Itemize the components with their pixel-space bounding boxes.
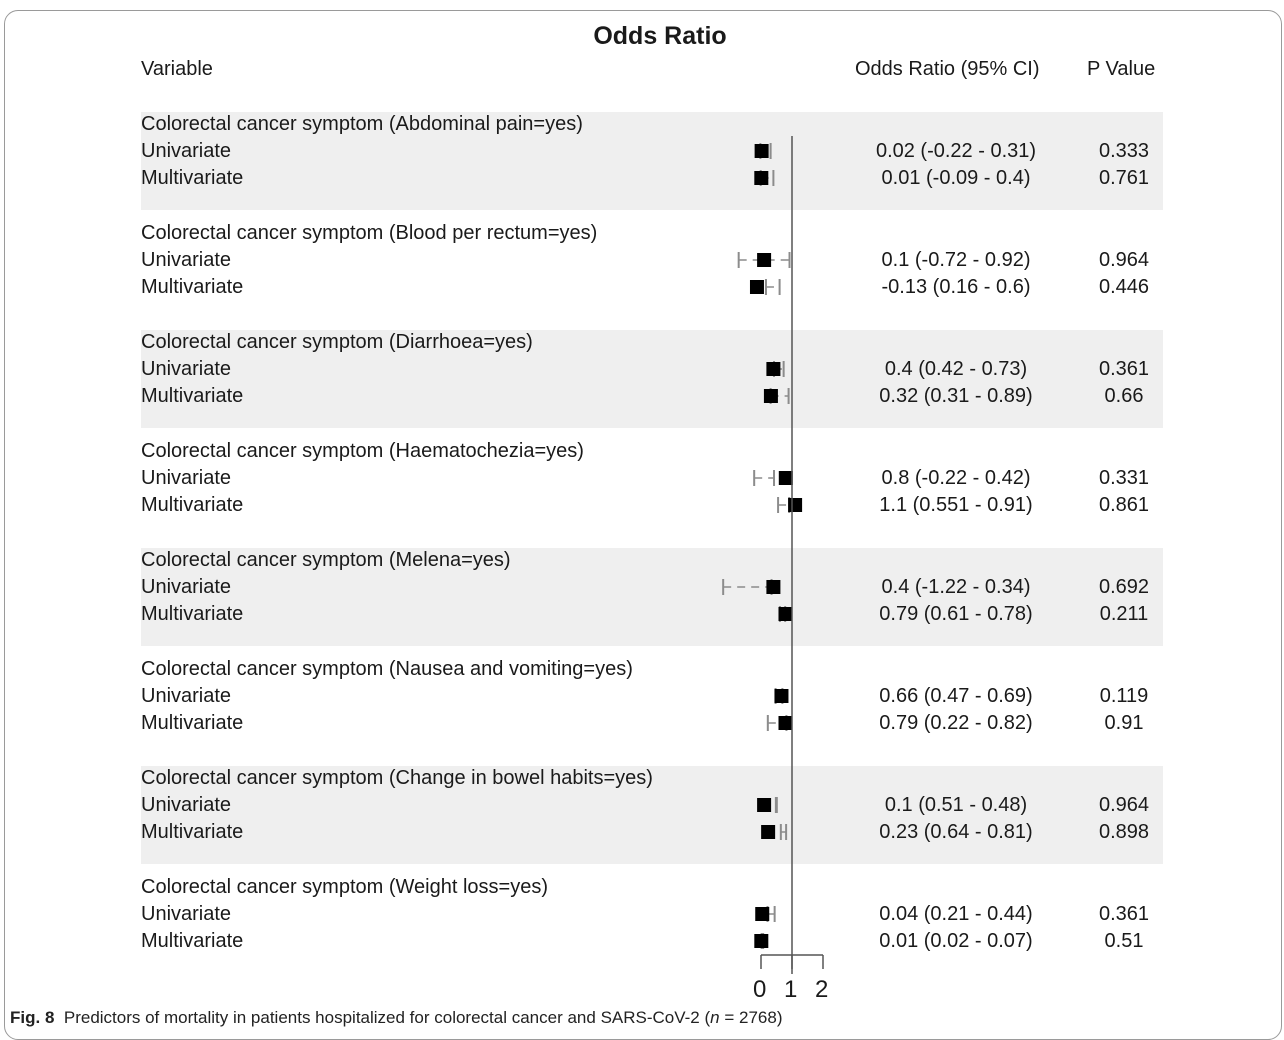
column-header-variable: Variable xyxy=(141,58,213,80)
x-tick-label: 0 xyxy=(753,976,767,1003)
point-estimate-marker xyxy=(778,607,793,621)
x-tick-label: 1 xyxy=(784,976,798,1003)
group-label: Colorectal cancer symptom (Haematochezia… xyxy=(141,440,584,462)
x-tick-label: 2 xyxy=(815,976,829,1003)
row-label: Multivariate xyxy=(141,167,244,189)
point-estimate-marker xyxy=(754,934,769,948)
group-band-shade xyxy=(141,112,1163,210)
point-estimate-marker xyxy=(774,689,789,703)
odds-ratio-ci-text: 1.1 (0.551 - 0.91) xyxy=(879,494,1033,516)
p-value-text: 0.119 xyxy=(1099,685,1149,707)
odds-ratio-ci-text: 0.4 (0.42 - 0.73) xyxy=(884,358,1028,380)
point-estimate-marker xyxy=(788,498,803,512)
caption-text-a: Predictors of mortality in patients hosp… xyxy=(63,1008,711,1027)
p-value-text: 0.66 xyxy=(1104,385,1144,407)
group-label: Colorectal cancer symptom (Nausea and vo… xyxy=(141,658,633,680)
p-value-text: 0.692 xyxy=(1098,576,1150,598)
point-estimate-marker xyxy=(754,171,769,185)
p-value-text: 0.333 xyxy=(1098,140,1150,162)
group-label: Colorectal cancer symptom (Change in bow… xyxy=(141,767,653,789)
row-label: Multivariate xyxy=(141,712,244,734)
row-label: Multivariate xyxy=(141,821,244,843)
row-label: Univariate xyxy=(141,685,232,707)
odds-ratio-ci-text: -0.13 (0.16 - 0.6) xyxy=(881,276,1031,298)
p-value-text: 0.91 xyxy=(1104,712,1144,734)
group-label: Colorectal cancer symptom (Abdominal pai… xyxy=(141,113,583,135)
row-label: Univariate xyxy=(141,249,232,271)
p-value-text: 0.861 xyxy=(1098,494,1150,516)
group-label: Colorectal cancer symptom (Melena=yes) xyxy=(141,549,511,571)
point-estimate-marker xyxy=(778,716,793,730)
group-band-shade xyxy=(141,766,1163,864)
point-estimate-marker xyxy=(778,471,793,485)
group-band-shade xyxy=(141,330,1163,428)
point-estimate-marker xyxy=(766,580,781,594)
row-label: Multivariate xyxy=(141,276,244,298)
odds-ratio-ci-text: 0.04 (0.21 - 0.44) xyxy=(879,903,1033,925)
column-header-p-value: P Value xyxy=(1087,58,1156,80)
p-value-text: 0.361 xyxy=(1098,358,1150,380)
p-value-text: 0.361 xyxy=(1098,903,1150,925)
p-value-text: 0.211 xyxy=(1099,603,1149,625)
row-label: Multivariate xyxy=(141,385,244,407)
caption-n: n xyxy=(710,1008,720,1027)
p-value-text: 0.331 xyxy=(1098,467,1150,489)
row-label: Univariate xyxy=(141,576,232,598)
caption-label: Fig. 8 xyxy=(10,1008,55,1027)
point-estimate-marker xyxy=(761,825,776,839)
odds-ratio-ci-text: 0.79 (0.61 - 0.78) xyxy=(879,603,1033,625)
point-estimate-marker xyxy=(754,144,769,158)
figure-caption: Fig. 8 Predictors of mortality in patien… xyxy=(10,1008,782,1028)
row-label: Multivariate xyxy=(141,930,244,952)
odds-ratio-ci-text: 0.66 (0.47 - 0.69) xyxy=(879,685,1033,707)
row-label: Univariate xyxy=(141,903,232,925)
point-estimate-marker xyxy=(757,798,772,812)
odds-ratio-ci-text: 0.01 (0.02 - 0.07) xyxy=(879,930,1033,952)
point-estimate-marker xyxy=(757,253,772,267)
group-label: Colorectal cancer symptom (Blood per rec… xyxy=(141,222,598,244)
p-value-text: 0.964 xyxy=(1098,249,1150,271)
p-value-text: 0.898 xyxy=(1098,821,1150,843)
row-label: Univariate xyxy=(141,794,232,816)
column-header-odds-ratio: Odds Ratio (95% CI) xyxy=(855,58,1040,80)
odds-ratio-ci-text: 0.23 (0.64 - 0.81) xyxy=(879,821,1033,843)
row-label: Univariate xyxy=(141,358,232,380)
p-value-text: 0.446 xyxy=(1098,276,1150,298)
odds-ratio-ci-text: 0.32 (0.31 - 0.89) xyxy=(879,385,1033,407)
odds-ratio-ci-text: 0.4 (-1.22 - 0.34) xyxy=(881,576,1031,598)
chart-title: Odds Ratio xyxy=(593,22,727,50)
odds-ratio-ci-text: 0.8 (-0.22 - 0.42) xyxy=(881,467,1031,489)
p-value-text: 0.761 xyxy=(1098,167,1150,189)
point-estimate-marker xyxy=(749,280,764,294)
odds-ratio-ci-text: 0.1 (0.51 - 0.48) xyxy=(884,794,1028,816)
odds-ratio-ci-text: 0.1 (-0.72 - 0.92) xyxy=(881,249,1031,271)
group-band-shade xyxy=(141,548,1163,646)
row-label: Univariate xyxy=(141,140,232,162)
point-estimate-marker xyxy=(763,389,778,403)
point-estimate-marker xyxy=(766,362,781,376)
odds-ratio-ci-text: 0.79 (0.22 - 0.82) xyxy=(879,712,1033,734)
odds-ratio-ci-text: 0.02 (-0.22 - 0.31) xyxy=(875,140,1037,162)
odds-ratio-ci-text: 0.01 (-0.09 - 0.4) xyxy=(881,167,1031,189)
row-label: Multivariate xyxy=(141,494,244,516)
caption-text-b: = 2768) xyxy=(719,1008,783,1027)
group-label: Colorectal cancer symptom (Weight loss=y… xyxy=(141,876,548,898)
p-value-text: 0.51 xyxy=(1104,930,1144,952)
row-label: Univariate xyxy=(141,467,232,489)
point-estimate-marker xyxy=(755,907,770,921)
row-label: Multivariate xyxy=(141,603,244,625)
p-value-text: 0.964 xyxy=(1098,794,1150,816)
group-label: Colorectal cancer symptom (Diarrhoea=yes… xyxy=(141,331,533,353)
